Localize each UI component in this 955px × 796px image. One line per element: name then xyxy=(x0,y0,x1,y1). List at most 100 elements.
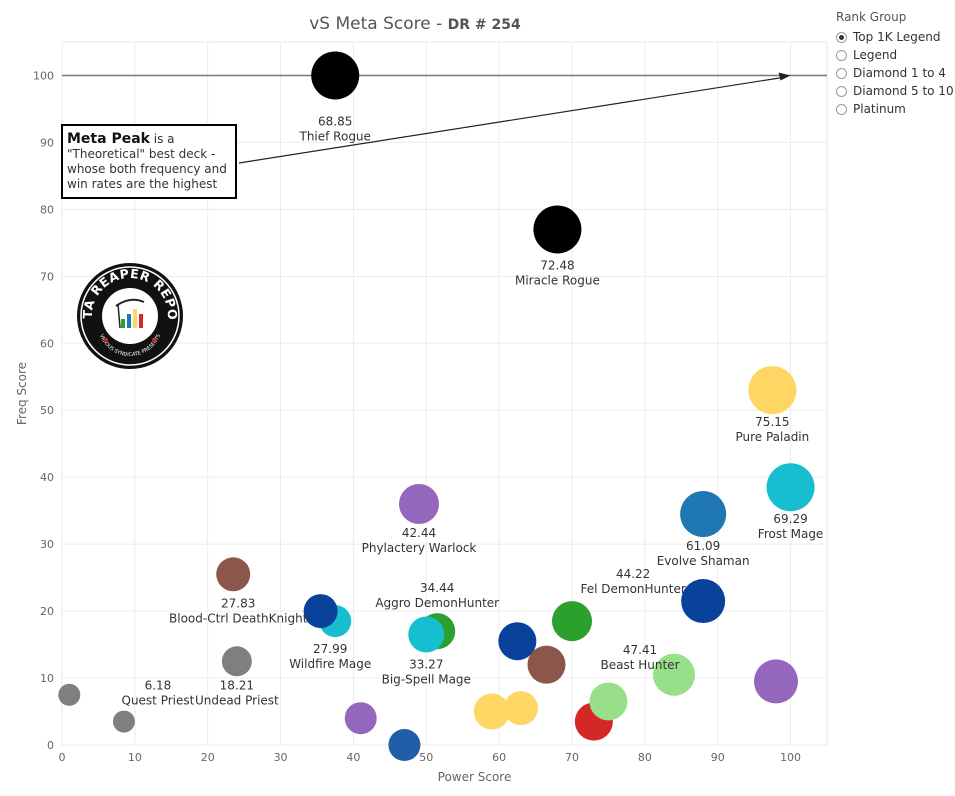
bubble-score-label: 75.15 xyxy=(755,415,789,429)
bubble-name-label: Beast Hunter xyxy=(601,658,680,672)
legend-option-diamond-1-4[interactable]: Diamond 1 to 4 xyxy=(836,64,954,82)
data-bubble xyxy=(311,51,360,100)
legend-option-label: Platinum xyxy=(853,102,906,116)
legend-option-platinum[interactable]: Platinum xyxy=(836,100,954,118)
meta-peak-annotation: Meta Peak is a "Theoretical" best deck -… xyxy=(61,124,237,199)
data-bubble xyxy=(653,653,695,696)
legend-option-diamond-5-10[interactable]: Diamond 5 to 10 xyxy=(836,82,954,100)
bubble-name-label: Fel DemonHunter xyxy=(580,582,685,596)
legend-option-label: Diamond 1 to 4 xyxy=(853,66,946,80)
bubble-name-label: Quest Priest xyxy=(122,694,195,708)
annotation-arrow-head xyxy=(778,72,791,81)
data-bubble xyxy=(399,483,439,524)
y-axis-title: Freq Score xyxy=(15,362,29,425)
x-tick-label: 100 xyxy=(780,751,801,764)
annotation-bold: Meta Peak xyxy=(67,131,150,147)
data-bubble xyxy=(388,729,421,761)
x-tick-label: 80 xyxy=(638,751,652,764)
legend-option-top-1k-legend[interactable]: Top 1K Legend xyxy=(836,28,954,46)
y-tick-label: 70 xyxy=(40,270,54,283)
data-bubble xyxy=(216,557,251,592)
bubble-name-label: Thief Rogue xyxy=(298,129,370,143)
data-bubble xyxy=(112,710,135,733)
legend-option-label: Diamond 5 to 10 xyxy=(853,84,954,98)
legend-option-label: Top 1K Legend xyxy=(853,30,941,44)
data-bubble xyxy=(303,594,338,629)
data-bubble xyxy=(681,579,726,624)
y-tick-label: 30 xyxy=(40,538,54,551)
bubble-score-label: 44.22 xyxy=(616,567,650,581)
data-bubble xyxy=(504,691,538,726)
x-tick-label: 30 xyxy=(274,751,288,764)
bubble-score-label: 68.85 xyxy=(318,114,352,128)
y-tick-label: 50 xyxy=(40,404,54,417)
radio-icon[interactable] xyxy=(836,31,847,43)
radio-icon[interactable] xyxy=(836,67,847,79)
bubble-score-label: 42.44 xyxy=(402,526,436,540)
bubble-score-label: 33.27 xyxy=(409,658,443,672)
bubble-score-label: 27.83 xyxy=(221,596,255,610)
y-tick-label: 60 xyxy=(40,337,54,350)
x-tick-label: 40 xyxy=(346,751,360,764)
bubble-name-label: Frost Mage xyxy=(758,527,824,541)
x-tick-label: 0 xyxy=(59,751,66,764)
x-tick-label: 10 xyxy=(128,751,142,764)
x-axis-title: Power Score xyxy=(438,770,512,784)
bubble-name-label: Big-Spell Mage xyxy=(382,673,471,687)
legend-title: Rank Group xyxy=(836,10,907,24)
x-tick-label: 70 xyxy=(565,751,579,764)
chart-title: vS Meta Score - DR # 254 xyxy=(0,14,830,34)
data-bubble xyxy=(498,622,537,661)
data-bubble xyxy=(589,682,628,721)
bubble-name-label: Phylactery Warlock xyxy=(362,541,477,555)
x-tick-label: 60 xyxy=(492,751,506,764)
y-tick-label: 40 xyxy=(40,471,54,484)
radio-icon[interactable] xyxy=(836,103,847,115)
y-tick-label: 100 xyxy=(33,69,54,82)
radio-icon[interactable] xyxy=(836,49,847,61)
y-tick-label: 80 xyxy=(40,203,54,216)
data-bubble xyxy=(58,683,81,706)
data-bubble xyxy=(766,463,815,512)
y-tick-label: 20 xyxy=(40,605,54,618)
chart-title-main: vS Meta Score xyxy=(309,14,431,34)
bubble-name-label: Pure Paladin xyxy=(735,430,809,444)
chart-title-separator: - xyxy=(430,14,448,34)
x-tick-label: 50 xyxy=(419,751,433,764)
bubble-name-label: Miracle Rogue xyxy=(515,273,600,287)
bubble-score-label: 18.21 xyxy=(220,678,254,692)
y-tick-label: 90 xyxy=(40,136,54,149)
bubble-name-label: Aggro DemonHunter xyxy=(375,596,499,610)
data-bubble xyxy=(680,491,727,538)
data-bubble xyxy=(533,205,582,254)
radio-icon[interactable] xyxy=(836,85,847,97)
bubble-score-label: 61.09 xyxy=(686,539,720,553)
bubble-score-label: 34.44 xyxy=(420,581,454,595)
bubble-score-label: 69.29 xyxy=(773,512,807,526)
legend-option-label: Legend xyxy=(853,48,898,62)
data-bubble xyxy=(221,646,252,677)
chart-title-sub: DR # 254 xyxy=(447,17,521,33)
data-bubble xyxy=(754,659,798,704)
bubble-name-label: Blood-Ctrl DeathKnight xyxy=(169,611,308,625)
data-bubble xyxy=(473,693,510,730)
data-bubble xyxy=(408,616,445,653)
data-bubble xyxy=(527,645,566,684)
rank-group-legend: Rank Group Top 1K Legend Legend Diamond … xyxy=(836,10,954,118)
data-reaper-report-logo: DATA REAPER REPORT VICIOUS SYNDICATE PRE… xyxy=(76,262,183,369)
bubble-score-label: 6.18 xyxy=(145,679,172,693)
data-bubble xyxy=(344,702,377,735)
bubble-name-label: Wildfire Mage xyxy=(289,657,371,671)
y-tick-label: 0 xyxy=(47,739,54,752)
data-bubble xyxy=(552,601,592,642)
annotation-text: is a "Theoretical" best deck - whose bot… xyxy=(67,132,227,191)
bubble-score-label: 27.99 xyxy=(313,642,347,656)
legend-option-legend[interactable]: Legend xyxy=(836,46,954,64)
x-tick-label: 90 xyxy=(711,751,725,764)
bubble-score-label: 72.48 xyxy=(540,258,574,272)
bubble-name-label: Evolve Shaman xyxy=(657,554,750,568)
bubble-name-label: Undead Priest xyxy=(195,693,279,707)
x-tick-label: 20 xyxy=(201,751,215,764)
y-tick-label: 10 xyxy=(40,672,54,685)
